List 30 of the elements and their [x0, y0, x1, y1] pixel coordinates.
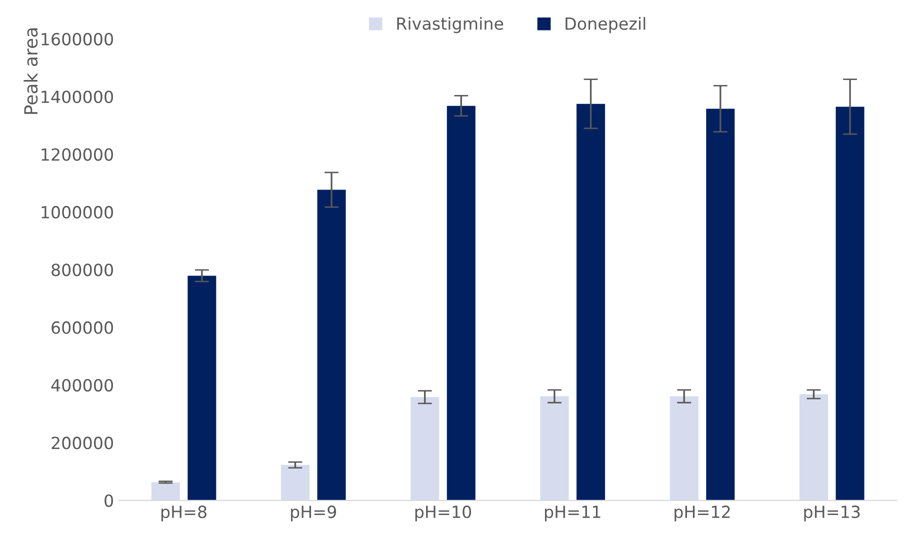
bar — [410, 397, 440, 500]
bar — [576, 104, 606, 500]
y-axis-title: Peak area — [24, 28, 38, 114]
bar — [317, 190, 346, 500]
bar — [188, 276, 216, 500]
bar — [799, 394, 828, 500]
y-tick-label: 600000 — [52, 321, 113, 334]
y-tick-label: 1000000 — [42, 206, 113, 219]
bar — [446, 106, 476, 500]
x-tick-label: pH=9 — [291, 506, 336, 522]
bar — [540, 396, 569, 500]
x-tick-label: pH=11 — [545, 506, 600, 522]
legend-label: Donepezil — [566, 17, 646, 34]
y-tick-label: 400000 — [51, 378, 113, 392]
y-tick-label: 1200000 — [42, 148, 113, 161]
bar — [836, 106, 864, 500]
x-tick-label: pH=13 — [804, 506, 860, 522]
bar — [151, 482, 180, 500]
x-tick-label: pH=12 — [674, 506, 730, 522]
bar — [670, 396, 698, 500]
bar — [706, 108, 735, 500]
legend-label: Rivastigmine — [397, 17, 504, 34]
bar — [280, 464, 310, 500]
y-tick-label: 1400000 — [42, 90, 113, 104]
y-tick-label: 800000 — [52, 264, 113, 276]
y-tick-label: 0 — [104, 494, 113, 507]
x-tick-label: pH=10 — [415, 506, 472, 522]
y-tick-label: 1600000 — [42, 32, 113, 46]
y-tick-label: 200000 — [52, 436, 113, 450]
x-tick-label: pH=8 — [161, 506, 206, 522]
